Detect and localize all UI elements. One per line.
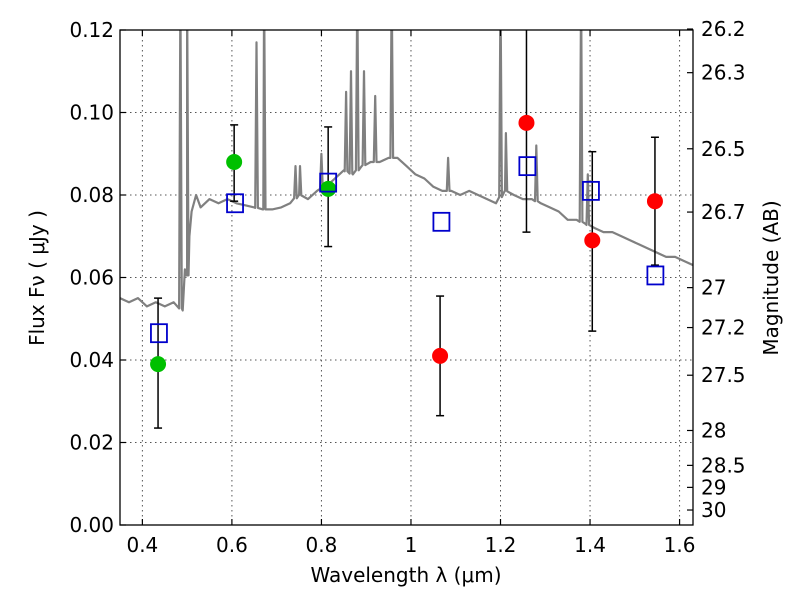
mag-tick-label: 26.5 xyxy=(701,137,746,161)
model-point xyxy=(226,193,244,214)
y-axis-title: Flux Fν ( μJy ) xyxy=(25,210,49,346)
mag-tick-label: 27.5 xyxy=(701,363,746,387)
data-point xyxy=(584,232,601,249)
data-point xyxy=(226,154,243,170)
tick-labels: 0.4 0.6 0.8 1 1.2 1.4 1.6 0.00 0.02 0.04 0.06 0.08 0… xyxy=(69,17,745,557)
model-point xyxy=(582,180,600,201)
y-tick-label: 0.00 xyxy=(69,513,114,537)
mag-tick-label: 28.5 xyxy=(701,453,746,477)
x-tick-label: 0.6 xyxy=(216,533,248,557)
x-tick-label: 0.8 xyxy=(306,533,338,557)
mag-tick-label: 26.3 xyxy=(701,61,746,85)
data-point xyxy=(150,356,167,373)
x-axis-title: Wavelength λ (μm) xyxy=(310,563,501,587)
axis-ticks xyxy=(120,28,693,526)
x-tick-label: 1.4 xyxy=(574,533,606,557)
model-point xyxy=(150,323,168,344)
y-tick-label: 0.12 xyxy=(69,18,114,42)
y2-axis-title: Magnitude (AB) xyxy=(759,200,783,355)
data-point xyxy=(432,347,449,364)
y-tick-label: 0.10 xyxy=(69,101,114,125)
data-point xyxy=(518,114,535,131)
spectrum-line xyxy=(120,30,693,312)
spectrum-layer xyxy=(120,30,693,312)
mag-tick-label: 26.2 xyxy=(701,17,746,41)
y-tick-label: 0.04 xyxy=(69,348,114,372)
mag-tick-label: 26.7 xyxy=(701,200,746,224)
data-points-layer xyxy=(150,30,665,429)
mag-tick-label: 29 xyxy=(701,475,726,499)
mag-tick-label: 28 xyxy=(701,418,726,442)
model-point xyxy=(432,211,451,232)
model-point xyxy=(518,156,537,177)
x-tick-label: 1.6 xyxy=(664,533,696,557)
data-point xyxy=(646,193,663,210)
model-point xyxy=(319,172,338,193)
y-tick-label: 0.06 xyxy=(69,266,114,290)
y-tick-label: 0.02 xyxy=(69,431,114,455)
grid xyxy=(120,30,693,525)
model-point xyxy=(646,265,665,286)
x-tick-label: 0.4 xyxy=(126,533,158,557)
x-tick-label: 1 xyxy=(405,533,418,557)
x-tick-label: 1.2 xyxy=(485,533,517,557)
y-tick-label: 0.08 xyxy=(69,183,114,207)
mag-tick-label: 30 xyxy=(701,498,726,522)
mag-tick-label: 27 xyxy=(701,276,726,300)
data-point xyxy=(320,180,337,197)
mag-tick-label: 27.2 xyxy=(701,316,746,340)
